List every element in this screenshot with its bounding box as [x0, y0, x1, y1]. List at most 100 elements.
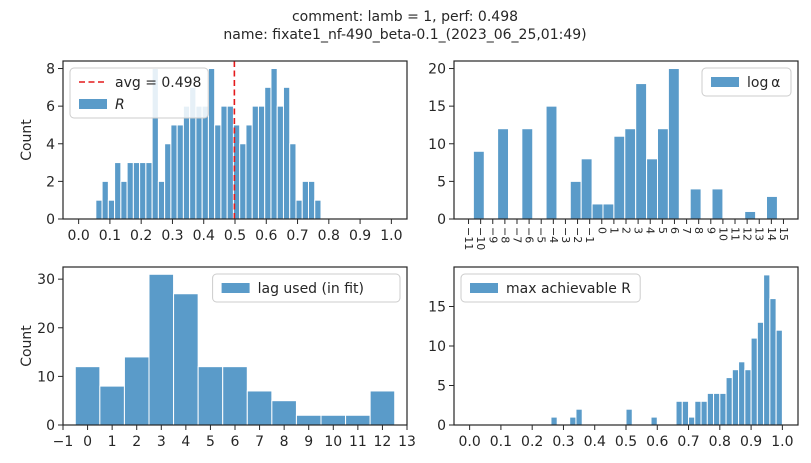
histogram-bar [550, 416, 558, 426]
y-axis-label: Count [19, 119, 35, 161]
x-tick-label: 11 [729, 227, 742, 241]
histogram-bar [635, 83, 648, 220]
x-tick-label: 14 [765, 227, 778, 241]
histogram-bar [74, 366, 101, 426]
legend-swatch-patch [79, 99, 107, 109]
y-tick-label: 30 [37, 272, 55, 288]
histogram-bar [226, 105, 234, 220]
y-tick-label: 5 [437, 174, 446, 190]
histogram-bar [345, 414, 371, 426]
histogram-bar [120, 180, 128, 220]
x-tick-label: 0 [83, 434, 92, 450]
y-tick-label: 15 [428, 99, 446, 115]
x-tick-label: 0.1 [490, 434, 512, 450]
x-tick-label: 0.8 [318, 228, 340, 244]
histogram-bar [766, 195, 778, 220]
histogram-bar [713, 392, 721, 426]
histogram-bar [719, 392, 727, 426]
histogram-bar [624, 128, 637, 220]
histogram-bar [220, 105, 228, 220]
histogram-bar [472, 150, 485, 220]
x-tick-label: 8 [692, 227, 705, 234]
x-tick-label: 2 [132, 434, 141, 450]
histogram-bar [656, 128, 669, 220]
legend-box [460, 273, 641, 303]
histogram-bar [207, 68, 216, 220]
histogram-bar [625, 408, 633, 426]
x-tick-label: 0.9 [740, 434, 762, 450]
histogram-bar [164, 143, 172, 220]
x-tick-label: 7 [255, 434, 264, 450]
histogram-bar [282, 86, 291, 220]
y-tick-label: 0 [46, 212, 55, 228]
histogram-bar [602, 203, 615, 220]
histogram-bar [731, 369, 740, 426]
panel-max-achievable-r-histogram: 0.0 0.1 0.2 0.3 0.4 0.5 0.6 0.7 0.8 0.9 1.0 0 5 10 15 m… [428, 266, 799, 450]
histogram-bar [276, 105, 284, 220]
x-tick-label: 15 [777, 227, 790, 241]
x-tick-label: −7 [510, 227, 523, 243]
x-tick-label: −2 [571, 227, 584, 243]
histogram-bar [201, 105, 209, 220]
histogram-bar [132, 162, 141, 220]
histogram-bar [591, 203, 604, 220]
histogram-bar [725, 377, 733, 426]
legend-label: lag used (in fit) [258, 281, 364, 297]
y-axis-label: Count [19, 325, 35, 367]
x-tick-label: 9 [304, 434, 313, 450]
histogram-bar [307, 180, 316, 220]
histogram-bar [101, 180, 109, 220]
x-tick-label: −11 [462, 227, 475, 250]
legend-label: log α [747, 75, 780, 91]
histogram-bar [646, 158, 658, 220]
x-tick-label: −1 [583, 227, 596, 243]
x-tick-label: 4 [644, 227, 657, 234]
x-tick-label: 10 [324, 434, 342, 450]
histogram-bar [114, 162, 122, 220]
histogram-bar [700, 400, 708, 426]
x-tick-label: 0.0 [459, 434, 481, 450]
histogram-bar [139, 162, 147, 220]
x-tick-label: 3 [157, 434, 166, 450]
histogram-bar [214, 124, 222, 220]
y-tick-label: 8 [46, 62, 55, 78]
histogram-bar [744, 369, 752, 426]
x-tick-label: 0.7 [677, 434, 699, 450]
histogram-bar [197, 366, 224, 426]
x-tick-label: 13 [753, 227, 766, 241]
histogram-bar [675, 400, 683, 426]
x-tick-label: 1 [108, 434, 117, 450]
x-tick-label: −10 [474, 227, 487, 250]
x-tick-label: −9 [486, 227, 499, 243]
x-tick-label: −1 [53, 434, 74, 450]
x-tick-label: 5 [206, 434, 215, 450]
x-tick-label: 0.6 [255, 228, 277, 244]
x-tick-label: 0.0 [68, 228, 90, 244]
legend-swatch-patch [711, 77, 739, 87]
histogram-bar [246, 390, 273, 426]
histogram-bar [295, 414, 322, 426]
histogram-bar [369, 390, 396, 426]
histogram-bar [711, 188, 724, 220]
histogram-bar [613, 135, 626, 220]
histogram-bar [650, 416, 658, 426]
histogram-bar [176, 124, 184, 220]
x-tick-label: 1.0 [380, 228, 402, 244]
histogram-bar [580, 158, 593, 220]
legend-swatch-patch [470, 283, 498, 293]
histogram-bar [545, 105, 558, 220]
y-tick-label: 10 [428, 339, 446, 355]
x-tick-label: 1.0 [771, 434, 793, 450]
x-tick-label: 0.6 [646, 434, 668, 450]
x-tick-label: 0.4 [193, 228, 215, 244]
histogram-bar [681, 400, 690, 426]
histogram-bar [289, 143, 297, 220]
panel-log-alpha-histogram: −11 −10 −9 −8 −7 −6 −5 −4 −3 −2 −1 0 1 2 3 4 5 6 7 8 9 10 11 12… [428, 60, 799, 250]
histogram-bar [763, 274, 771, 426]
x-tick-label: 5 [656, 227, 669, 234]
histogram-bar [148, 273, 175, 426]
x-tick-label: 0.9 [349, 228, 371, 244]
x-tick-label: 0.4 [584, 434, 606, 450]
